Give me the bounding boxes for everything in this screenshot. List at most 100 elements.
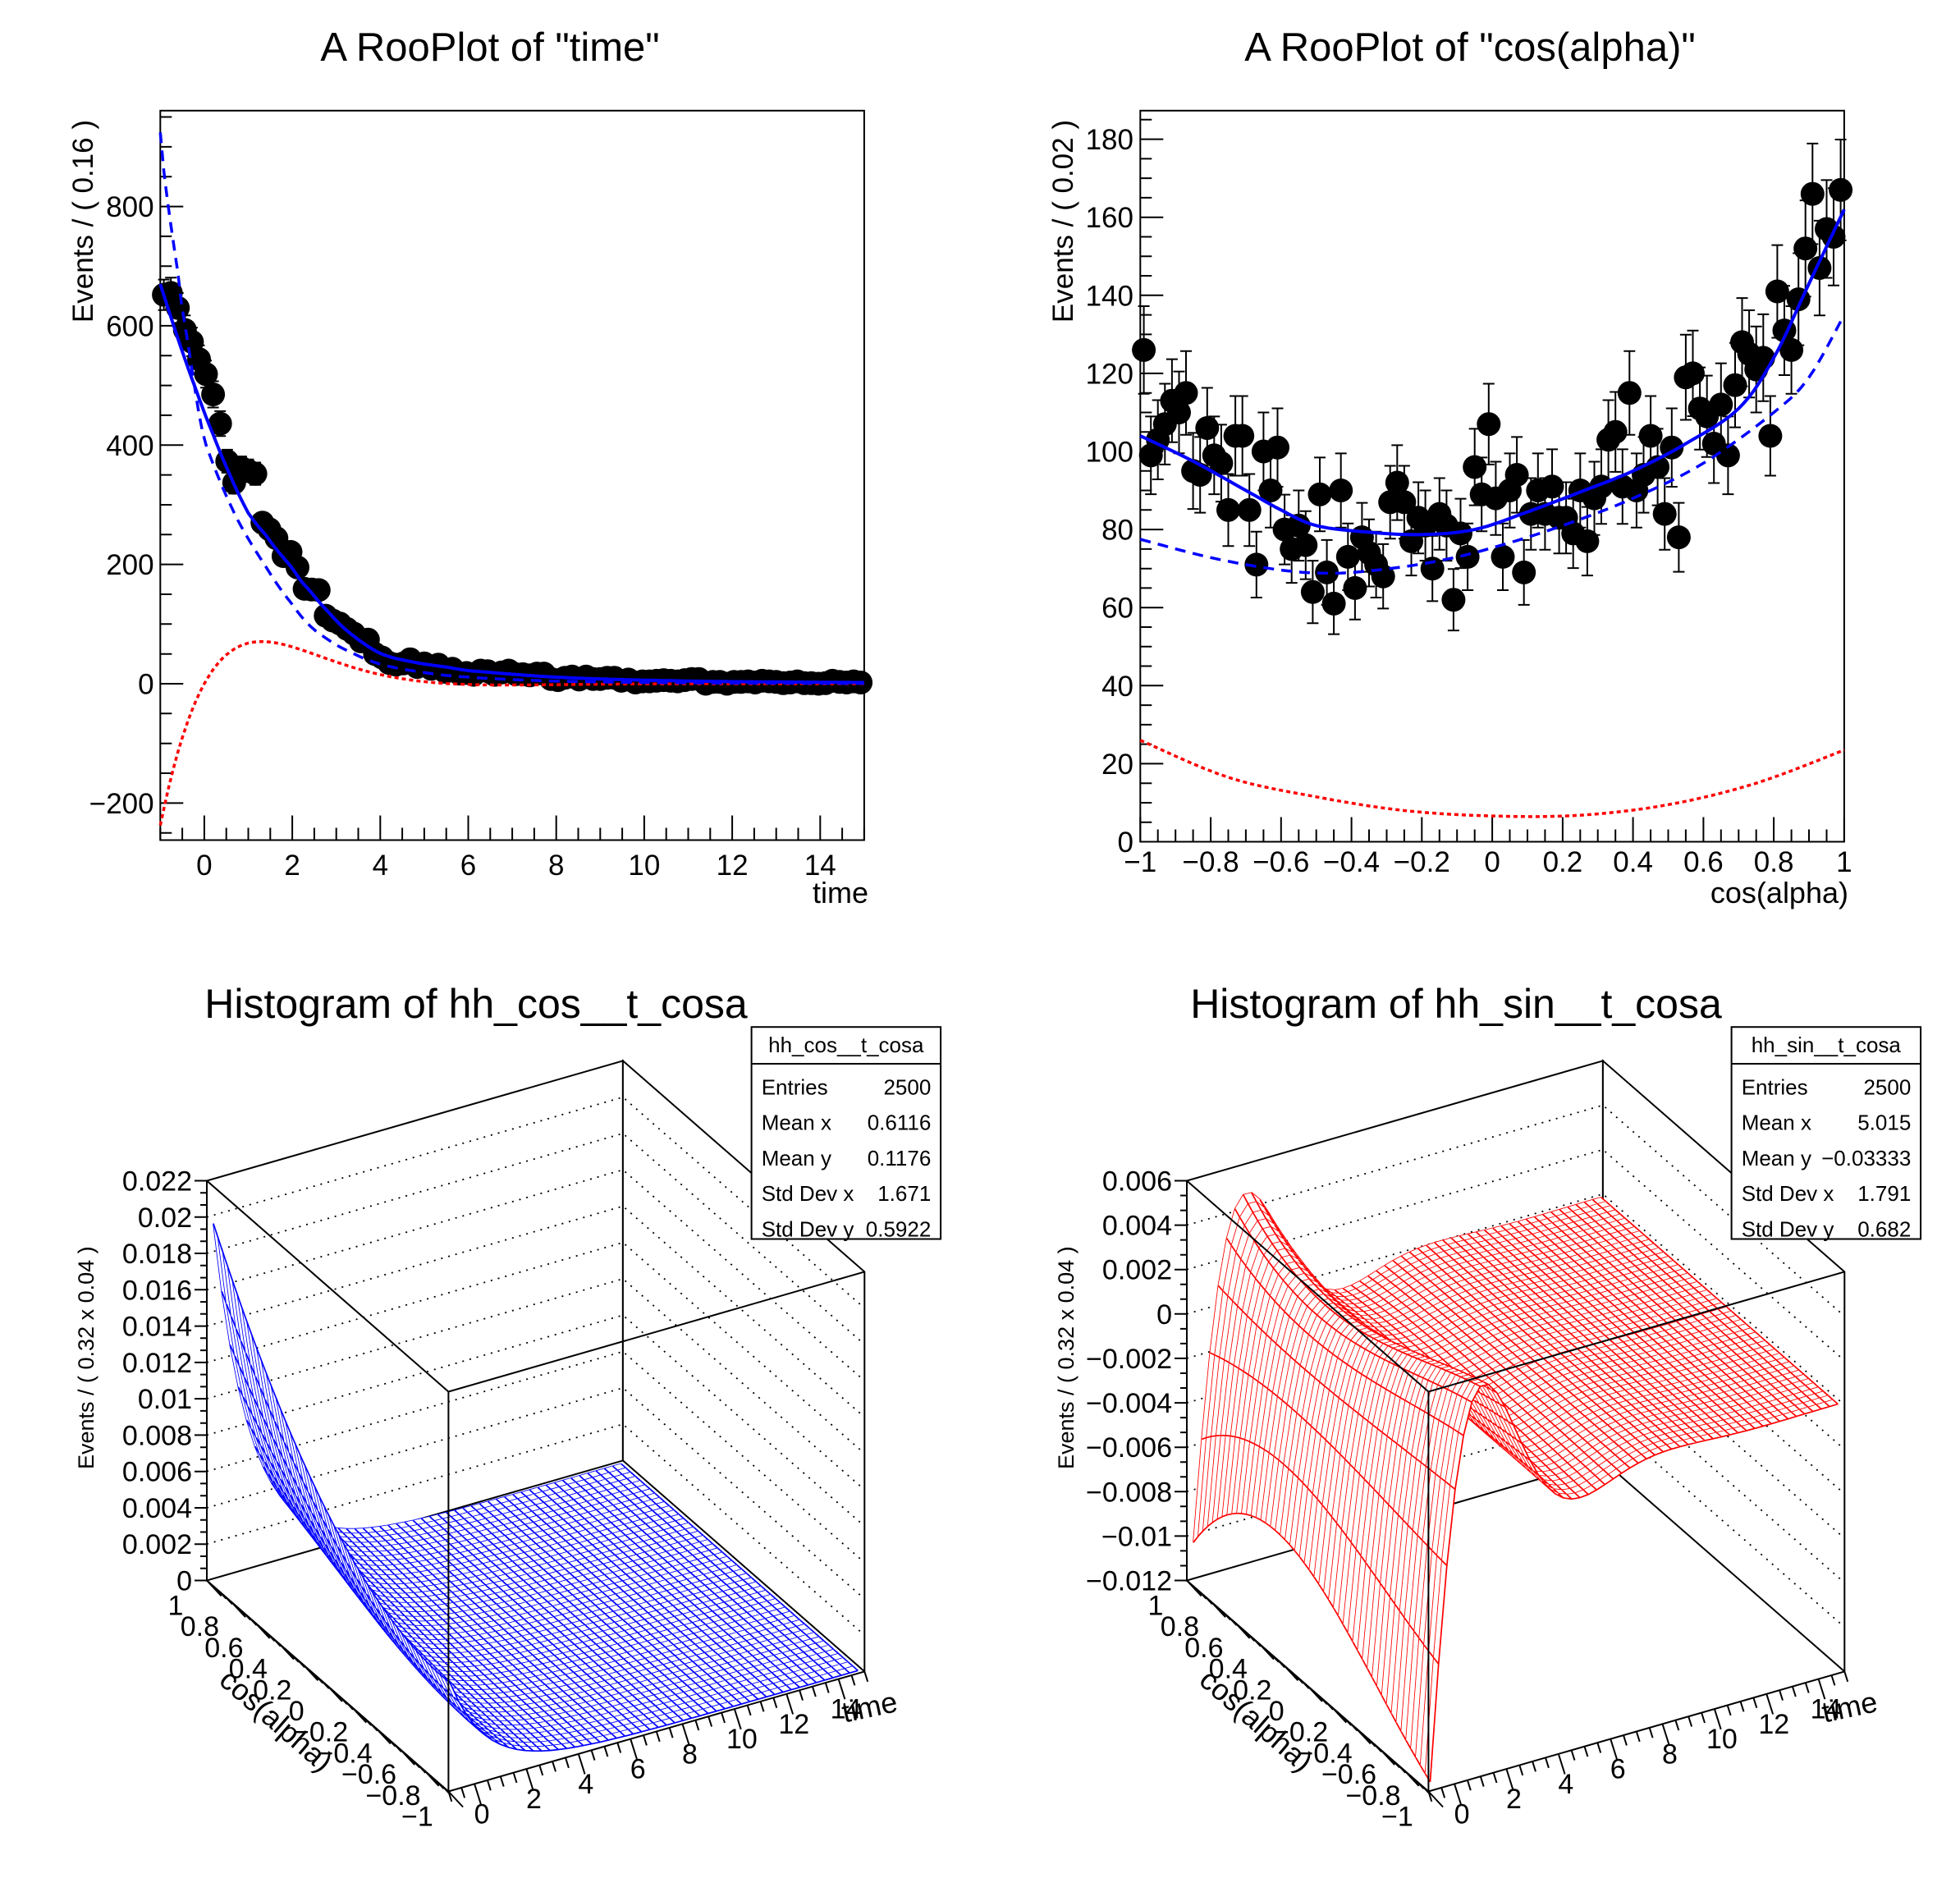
svg-text:0.006: 0.006	[122, 1457, 192, 1488]
svg-text:10: 10	[1706, 1724, 1738, 1755]
svg-text:−0.03333: −0.03333	[1821, 1146, 1911, 1170]
svg-text:4: 4	[578, 1769, 593, 1800]
svg-text:−0.6: −0.6	[341, 1759, 396, 1790]
svg-text:Events / ( 0.32 x 0.04 ): Events / ( 0.32 x 0.04 )	[74, 1246, 98, 1469]
svg-text:1.671: 1.671	[877, 1181, 931, 1206]
svg-text:0.4: 0.4	[1209, 1654, 1248, 1685]
svg-text:10: 10	[726, 1724, 758, 1755]
svg-text:160: 160	[1086, 202, 1133, 234]
svg-text:0.008: 0.008	[122, 1420, 192, 1451]
svg-text:Std Dev x: Std Dev x	[1742, 1181, 1834, 1206]
svg-text:hh_sin__t_cosa: hh_sin__t_cosa	[1752, 1033, 1902, 1057]
svg-text:6: 6	[1610, 1754, 1626, 1785]
svg-text:1: 1	[1148, 1591, 1164, 1622]
svg-text:6: 6	[460, 850, 476, 882]
svg-text:14: 14	[1811, 1694, 1842, 1725]
svg-text:−0.2: −0.2	[1394, 846, 1450, 878]
svg-text:Std Dev y: Std Dev y	[1742, 1217, 1834, 1242]
svg-text:12: 12	[1758, 1709, 1789, 1740]
svg-text:Histogram of hh_cos__t_cosa: Histogram of hh_cos__t_cosa	[204, 981, 748, 1027]
svg-text:A RooPlot of "cos(alpha)": A RooPlot of "cos(alpha)"	[1244, 25, 1696, 70]
svg-text:14: 14	[831, 1694, 862, 1725]
svg-text:0.8: 0.8	[1754, 846, 1794, 878]
svg-text:Mean y: Mean y	[1742, 1146, 1811, 1170]
svg-text:−0.012: −0.012	[1086, 1566, 1172, 1597]
svg-text:2: 2	[526, 1784, 542, 1815]
svg-text:−0.8: −0.8	[1183, 846, 1239, 878]
svg-text:0.6: 0.6	[1184, 1633, 1223, 1664]
svg-text:0.01: 0.01	[138, 1384, 192, 1415]
svg-text:Events / ( 0.16 ): Events / ( 0.16 )	[67, 120, 99, 323]
svg-text:0: 0	[196, 850, 212, 882]
svg-text:0: 0	[1454, 1798, 1470, 1830]
svg-text:0.002: 0.002	[122, 1529, 192, 1560]
svg-text:0.6116: 0.6116	[868, 1111, 932, 1135]
svg-text:120: 120	[1086, 358, 1133, 390]
svg-text:2500: 2500	[883, 1074, 931, 1099]
svg-text:0: 0	[138, 669, 153, 701]
svg-text:A RooPlot of "time": A RooPlot of "time"	[320, 25, 659, 70]
svg-text:0: 0	[289, 1696, 305, 1727]
svg-text:0.2: 0.2	[253, 1674, 291, 1706]
svg-text:−0.002: −0.002	[1086, 1344, 1172, 1375]
svg-text:0.682: 0.682	[1857, 1217, 1911, 1242]
svg-text:−1: −1	[1124, 846, 1156, 878]
svg-text:8: 8	[682, 1738, 698, 1770]
svg-text:0: 0	[1156, 1299, 1172, 1331]
svg-text:0.8: 0.8	[1161, 1611, 1199, 1642]
svg-text:8: 8	[548, 850, 564, 882]
svg-text:time: time	[813, 876, 868, 909]
svg-text:0.016: 0.016	[122, 1275, 192, 1306]
svg-text:0.6: 0.6	[204, 1633, 243, 1664]
svg-text:0.4: 0.4	[229, 1654, 268, 1685]
svg-text:Events / ( 0.32 x 0.04 ): Events / ( 0.32 x 0.04 )	[1054, 1246, 1078, 1469]
svg-text:0.002: 0.002	[1102, 1255, 1172, 1286]
svg-text:−0.4: −0.4	[1323, 846, 1380, 878]
svg-text:Events / ( 0.02 ): Events / ( 0.02 )	[1047, 120, 1079, 323]
svg-text:0.004: 0.004	[122, 1493, 192, 1524]
svg-text:40: 40	[1101, 671, 1133, 703]
svg-text:0.012: 0.012	[122, 1348, 192, 1379]
svg-text:5.015: 5.015	[1857, 1111, 1911, 1135]
svg-text:0.004: 0.004	[1102, 1211, 1172, 1242]
svg-text:14: 14	[804, 850, 836, 882]
svg-text:−0.8: −0.8	[1345, 1780, 1400, 1812]
svg-text:0.2: 0.2	[1233, 1674, 1271, 1706]
svg-text:0.1176: 0.1176	[868, 1146, 932, 1170]
svg-text:80: 80	[1101, 515, 1133, 547]
svg-text:Mean y: Mean y	[762, 1146, 831, 1170]
svg-text:140: 140	[1086, 280, 1133, 312]
svg-text:0.6: 0.6	[1683, 846, 1724, 878]
svg-text:400: 400	[106, 430, 153, 462]
svg-text:−0.01: −0.01	[1101, 1521, 1172, 1552]
svg-text:Histogram of hh_sin__t_cosa: Histogram of hh_sin__t_cosa	[1190, 981, 1722, 1027]
svg-text:0: 0	[474, 1798, 490, 1830]
svg-text:−1: −1	[1381, 1802, 1413, 1833]
svg-text:1: 1	[168, 1591, 184, 1622]
svg-text:Entries: Entries	[762, 1074, 828, 1099]
svg-text:0.022: 0.022	[122, 1166, 192, 1198]
svg-text:−0.006: −0.006	[1086, 1432, 1172, 1464]
svg-text:8: 8	[1662, 1738, 1678, 1770]
svg-text:6: 6	[630, 1754, 646, 1785]
svg-text:0: 0	[176, 1566, 192, 1597]
svg-text:−0.4: −0.4	[1298, 1738, 1353, 1769]
svg-text:0.006: 0.006	[1102, 1166, 1172, 1198]
svg-text:800: 800	[106, 191, 153, 223]
svg-text:0: 0	[1118, 827, 1133, 859]
svg-text:100: 100	[1086, 437, 1133, 469]
svg-text:1.791: 1.791	[1857, 1181, 1911, 1206]
svg-text:600: 600	[106, 310, 153, 342]
svg-text:20: 20	[1101, 749, 1133, 781]
svg-text:0.018: 0.018	[122, 1239, 192, 1270]
svg-text:−0.2: −0.2	[1273, 1717, 1328, 1748]
svg-text:0.5922: 0.5922	[866, 1217, 932, 1242]
svg-text:2: 2	[1506, 1784, 1522, 1815]
svg-text:4: 4	[373, 850, 388, 882]
svg-text:hh_cos__t_cosa: hh_cos__t_cosa	[768, 1033, 924, 1057]
svg-text:12: 12	[778, 1709, 809, 1740]
svg-text:−0.8: −0.8	[365, 1780, 420, 1812]
svg-text:cos(alpha): cos(alpha)	[1710, 876, 1848, 909]
svg-text:180: 180	[1086, 124, 1133, 156]
svg-text:Mean x: Mean x	[1742, 1111, 1811, 1135]
